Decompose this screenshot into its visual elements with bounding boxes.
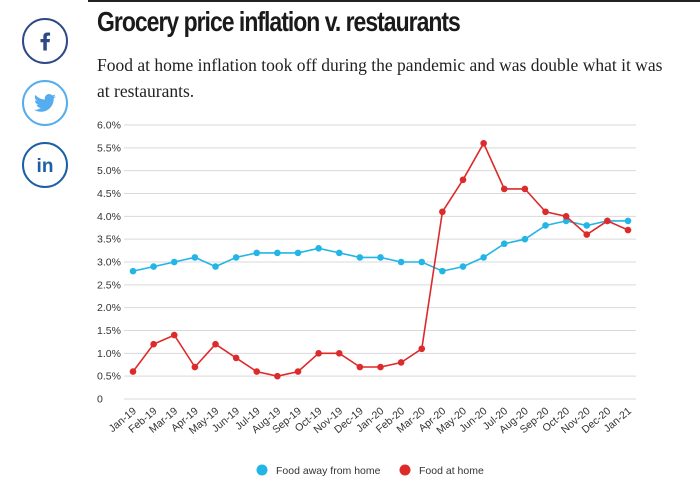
data-point-food-away [562,217,570,225]
legend-food-home-marker [399,464,411,476]
data-point-food-home [542,208,549,216]
data-point-food-home [212,340,219,348]
data-point-food-away [274,249,281,257]
data-point-food-away [294,249,302,257]
data-point-food-away [500,240,508,248]
facebook-share-button[interactable] [22,18,68,64]
data-point-food-away [253,249,261,257]
data-point-food-home [583,231,591,238]
legend-food-away-label: Food away from home [276,465,381,477]
data-point-food-home [397,359,405,366]
data-point-food-away [191,254,199,261]
data-point-food-home [356,363,364,371]
chart-subtitle: Food at home inflation took off during t… [97,55,663,101]
data-point-food-home [335,350,343,357]
y-tick-label: 1.5% [97,325,121,337]
y-tick-label: 5.0% [97,165,121,177]
data-point-food-home [418,345,426,353]
data-point-food-away [335,249,343,257]
y-tick-label: 2.0% [97,302,121,314]
data-point-food-home [274,372,281,380]
data-point-food-home [150,340,157,348]
y-tick-label: 3.0% [97,257,121,269]
data-point-food-home [315,350,322,357]
data-point-food-away [480,254,487,261]
y-tick-label: 0.5% [97,371,121,383]
data-point-food-away [521,235,529,243]
chart-title: Grocery price inflation v. restaurants [97,6,461,37]
data-point-food-away [624,217,632,225]
data-point-food-home [459,176,467,184]
twitter-icon [34,94,56,112]
data-point-food-home [377,363,384,371]
y-tick-label: 2.5% [97,279,121,291]
data-point-food-away [418,258,426,266]
data-point-food-away [583,222,591,229]
data-point-food-away [232,254,240,261]
data-point-food-home [624,226,632,234]
data-point-food-away [129,267,137,275]
y-tick-label: 5.5% [97,142,121,154]
data-point-food-home [521,185,529,193]
series-line-food-away [132,220,628,272]
data-point-food-home [604,217,611,225]
data-point-food-home [191,363,199,371]
data-point-food-home [129,368,137,375]
y-tick-label: 6.0% [97,120,121,132]
y-tick-label: 1.0% [97,348,121,360]
legend-food-home-label: Food at home [419,465,484,477]
linkedin-icon: in [37,156,54,176]
data-point-food-away [377,254,384,261]
data-point-food-home [170,331,178,339]
twitter-share-button[interactable] [22,80,68,126]
data-point-food-away [170,258,178,266]
data-point-food-home [439,208,446,216]
data-point-food-home [294,368,302,375]
y-tick-label: 4.0% [97,211,121,223]
top-rule [88,0,700,2]
y-tick-label: 3.5% [97,234,121,246]
data-point-food-home [562,213,570,220]
data-point-food-home [232,354,240,362]
data-point-food-away [212,263,219,270]
linkedin-share-button[interactable]: in [22,142,68,188]
data-point-food-away [542,222,549,229]
data-point-food-away [315,245,322,252]
svg-text:in: in [37,156,54,176]
data-point-food-home [253,368,261,375]
data-point-food-away [356,254,364,261]
data-point-food-away [150,263,157,270]
data-point-food-home [500,185,508,193]
data-point-food-home [480,139,487,147]
data-point-food-away [439,267,446,275]
data-point-food-away [459,263,467,270]
legend-food-away-marker [256,464,268,476]
y-tick-label: 0 [97,394,103,406]
y-tick-label: 4.5% [97,188,121,200]
data-point-food-away [397,258,405,266]
facebook-icon [40,32,51,51]
